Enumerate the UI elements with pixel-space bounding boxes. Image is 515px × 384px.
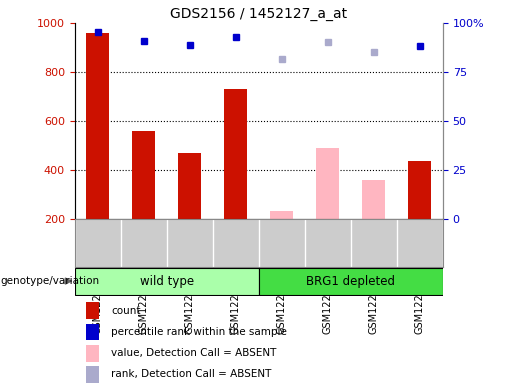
Text: rank, Detection Call = ABSENT: rank, Detection Call = ABSENT [111, 369, 272, 379]
Bar [408, 161, 432, 219]
Text: count: count [111, 306, 141, 316]
Bar [363, 180, 385, 219]
Bar [270, 211, 294, 219]
Bar [316, 148, 339, 219]
Bar [178, 153, 201, 219]
Bar [85, 345, 98, 362]
Bar [86, 33, 109, 219]
Bar [85, 303, 98, 319]
Bar [132, 131, 155, 219]
Text: percentile rank within the sample: percentile rank within the sample [111, 327, 287, 337]
Bar [85, 324, 98, 341]
Bar [259, 268, 443, 295]
Text: wild type: wild type [140, 275, 194, 288]
Bar [224, 89, 247, 219]
Text: BRG1 depleted: BRG1 depleted [306, 275, 396, 288]
Bar [75, 268, 259, 295]
Bar [85, 366, 98, 383]
Text: value, Detection Call = ABSENT: value, Detection Call = ABSENT [111, 348, 277, 358]
Title: GDS2156 / 1452127_a_at: GDS2156 / 1452127_a_at [170, 7, 347, 21]
Text: genotype/variation: genotype/variation [0, 276, 99, 286]
